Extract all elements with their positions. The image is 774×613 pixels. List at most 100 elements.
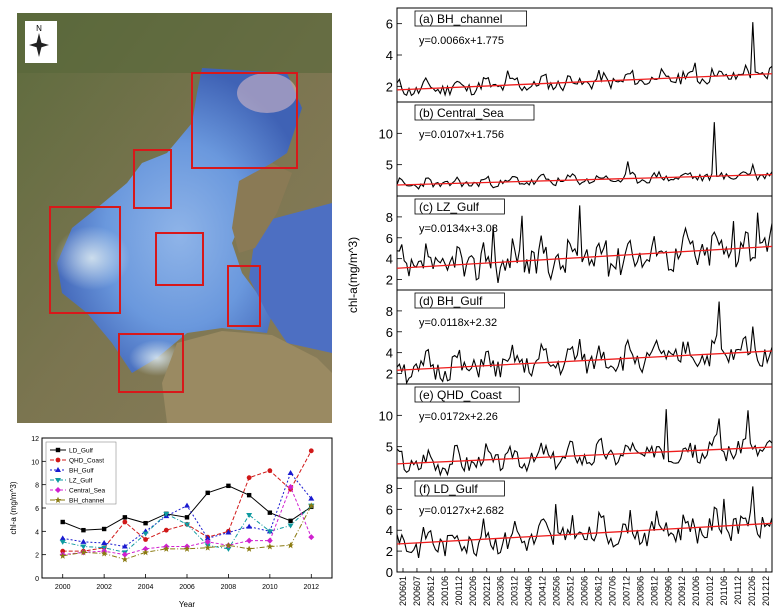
legend-label: Central_Sea xyxy=(69,488,106,495)
panel-label: (c) LZ_Gulf xyxy=(419,200,480,214)
annual-point-lz-gulf xyxy=(225,546,232,552)
annual-point-ld-gulf xyxy=(267,510,273,515)
annual-ytick-label: 4 xyxy=(35,529,39,536)
annual-mean-chart: 0 2 4 6 8 10 12 2000 2002 2004 2006 2008 2010 2012 c… xyxy=(9,436,333,609)
panel-xtick-label: 200812 xyxy=(649,576,659,606)
panel-2: 5 10 (b) Central_Sea y=0.0107x+1.756 xyxy=(379,101,773,197)
yellow-sea xyxy=(249,203,332,353)
annual-point-central-sea xyxy=(121,551,128,558)
annual-point-lz-gulf xyxy=(246,513,253,518)
panel-3: 2 4 6 8 (c) LZ_Gulf y=0.0134x+3.08 xyxy=(386,195,773,291)
land-texture xyxy=(17,13,332,73)
annual-ytick-label: 8 xyxy=(35,483,39,490)
annual-point-ld-gulf xyxy=(60,519,65,525)
annual-point-qhd-coast xyxy=(163,527,169,533)
panel-ytick-label: 4 xyxy=(386,346,393,361)
panel-label: (a) BH_channel xyxy=(419,12,502,26)
legend-marker xyxy=(55,478,61,483)
annual-legend: LD_Gulf QHD_Coast BH_Gulf LZ_Gulf Central_Se… xyxy=(45,441,117,505)
panel-label-box xyxy=(414,386,520,403)
annual-ylabel: chl-a (mg/m^3) xyxy=(9,481,18,534)
panel-ytick-label: 5 xyxy=(386,440,393,455)
panel-label-box xyxy=(414,292,505,309)
annual-ytick-label: 6 xyxy=(35,506,39,513)
panel-xtick-label: 200612 xyxy=(426,576,436,606)
annual-point-qhd-coast xyxy=(122,519,128,525)
roi-box-bh-channel xyxy=(227,265,261,327)
annual-xtick-label: 2002 xyxy=(96,584,112,591)
north-arrow-icon xyxy=(29,33,49,57)
annual-point-ld-gulf xyxy=(81,527,86,533)
panel-equation: y=0.0127x+2.682 xyxy=(419,505,504,517)
panel-series-line xyxy=(396,486,773,558)
annual-point-bh-channel xyxy=(204,544,211,551)
panel-4: 2 4 6 8 (d) BH_Gulf y=0.0118x+2.32 xyxy=(386,289,773,385)
panel-xtick-label: 200406 xyxy=(524,576,534,606)
annual-point-central-sea xyxy=(287,484,294,490)
panel-ytick-label: 8 xyxy=(386,481,393,496)
legend-marker xyxy=(55,457,61,463)
annual-point-ld-gulf xyxy=(205,490,210,496)
annual-point-bh-channel xyxy=(121,556,129,563)
annual-point-lz-gulf xyxy=(59,539,66,545)
panel-ytick-label: 2 xyxy=(386,79,393,94)
panel-xtick-label: 200906 xyxy=(663,576,673,606)
annual-ytick-label: 0 xyxy=(35,576,39,583)
shandong-peninsula xyxy=(162,331,332,423)
legend-label: LD_Gulf xyxy=(69,448,93,455)
panel-trend-line xyxy=(396,173,773,186)
roi-box-ld-gulf xyxy=(191,72,298,169)
annual-point-central-sea xyxy=(142,545,149,552)
annual-point-ld-gulf xyxy=(288,518,293,524)
panel-xtick-label: 200112 xyxy=(454,576,464,605)
panels-ylabel: chl-a(mg/m^3) xyxy=(346,237,360,313)
panel-equation: y=0.0172x+2.26 xyxy=(419,411,498,423)
annual-point-bh-channel xyxy=(266,543,274,550)
panel-ytick-label: 2 xyxy=(386,273,393,288)
panel-ytick-label: 0 xyxy=(386,565,393,580)
annual-point-bh-gulf xyxy=(184,502,190,508)
annual-point-bh-channel xyxy=(245,545,253,552)
panel-ytick-label: 2 xyxy=(386,367,393,382)
panel-ytick-label: 5 xyxy=(386,158,393,173)
panel-trend-line xyxy=(396,350,773,371)
annual-ytick-label: 12 xyxy=(31,436,39,443)
roi-box-lz-gulf xyxy=(118,333,184,393)
annual-point-bh-gulf xyxy=(121,543,128,549)
annual-point-bh-channel xyxy=(287,542,294,549)
panel-xtick-label: 200601 xyxy=(398,576,408,606)
panel-xtick-label: 200706 xyxy=(607,576,617,606)
annual-point-qhd-coast xyxy=(246,475,252,481)
panel-xtick-label: 201206 xyxy=(747,576,757,606)
panel-equation: y=0.0066x+1.775 xyxy=(419,35,504,47)
panel-xtick-label: 200412 xyxy=(538,576,548,606)
annual-point-bh-channel xyxy=(80,549,87,556)
annual-point-bh-gulf xyxy=(246,523,253,529)
panel-trend-line xyxy=(396,73,773,91)
annual-point-central-sea xyxy=(266,537,273,544)
annual-xtick-label: 2000 xyxy=(55,584,71,591)
panel-xtick-label: 200612 xyxy=(593,576,603,606)
panel-label-box xyxy=(414,198,505,215)
panel-xtick-label: 201112 xyxy=(733,576,743,605)
panel-ytick-label: 10 xyxy=(379,408,393,423)
legend-box xyxy=(45,441,117,505)
panel-series-line xyxy=(396,22,773,97)
panel-xtick-label: 200506 xyxy=(552,576,562,606)
panel-xtick-label: 200712 xyxy=(621,576,631,606)
roi-box-central-sea xyxy=(155,232,204,286)
sediment-plume xyxy=(237,73,297,113)
panel-5: 5 10 (e) QHD_Coast y=0.0172x+2.26 xyxy=(379,383,773,479)
legend-marker xyxy=(55,467,61,472)
panel-xtick-label: 200306 xyxy=(496,576,506,606)
annual-point-bh-channel xyxy=(225,542,232,549)
panel-xtick-label: 200607 xyxy=(412,576,422,606)
panel-xtick-label: 200206 xyxy=(468,576,478,606)
annual-point-bh-gulf xyxy=(101,540,108,545)
panel-label-box xyxy=(414,480,505,497)
panel-xtick-label: 201212 xyxy=(761,576,771,606)
annual-point-lz-gulf xyxy=(184,522,190,528)
panel-label: (b) Central_Sea xyxy=(419,106,504,120)
annual-ytick-label: 10 xyxy=(31,459,39,466)
panel-ytick-label: 8 xyxy=(386,210,393,225)
